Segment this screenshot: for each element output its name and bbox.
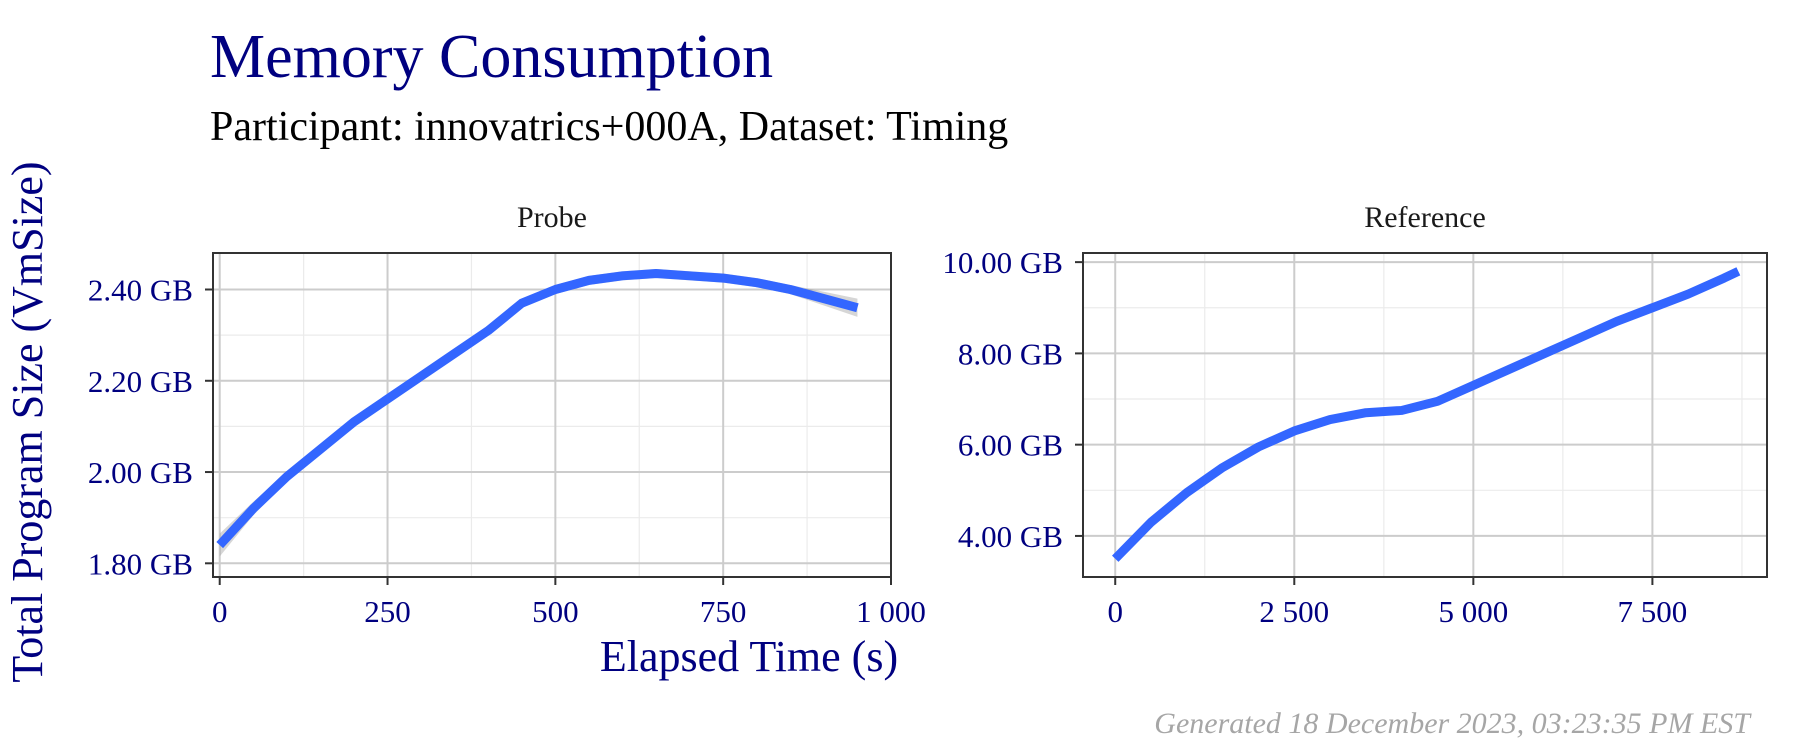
x-tick-label: 1 000 — [856, 594, 926, 629]
x-tick-label: 750 — [700, 594, 747, 629]
x-tick-label: 500 — [532, 594, 579, 629]
series-line — [1112, 267, 1741, 562]
y-axis-title: Total Program Size (VmSize) — [3, 161, 52, 682]
panel-border — [1082, 252, 1768, 578]
x-tick-label: 5 000 — [1438, 594, 1508, 629]
panel-strip-label: Reference — [1364, 201, 1486, 234]
x-tick-label: 0 — [212, 594, 228, 629]
series-line — [216, 269, 859, 549]
x-tick-label: 250 — [364, 594, 411, 629]
x-tick-label: 0 — [1107, 594, 1123, 629]
reference-panel: Reference 0 2 500 5 000 7 500 4.00 GB 6.00 GB 8… — [942, 201, 1768, 629]
y-tick-label: 2.20 GB — [88, 364, 193, 399]
x-tick-label: 7 500 — [1618, 594, 1688, 629]
y-tick-label: 2.40 GB — [88, 273, 193, 308]
y-tick-label: 8.00 GB — [958, 336, 1063, 371]
x-tick-label: 2 500 — [1259, 594, 1329, 629]
probe-panel: Probe 0 250 500 750 1 000 1.80 GB 2.00 GB 2.20 G… — [88, 201, 926, 629]
y-tick-label: 6.00 GB — [958, 428, 1063, 463]
y-tick-label: 4.00 GB — [958, 519, 1063, 554]
y-tick-label: 1.80 GB — [88, 546, 193, 581]
y-tick-label: 10.00 GB — [942, 245, 1063, 280]
chart-subtitle: Participant: innovatrics+000A, Dataset: … — [210, 104, 1008, 150]
x-axis-title: Elapsed Time (s) — [600, 632, 898, 681]
generated-caption: Generated 18 December 2023, 03:23:35 PM … — [1154, 707, 1752, 740]
confidence-band — [219, 268, 858, 557]
y-tick-label: 2.00 GB — [88, 455, 193, 490]
panel-border — [212, 252, 892, 578]
chart-title: Memory Consumption — [210, 23, 773, 91]
panel-strip-label: Probe — [517, 201, 587, 234]
